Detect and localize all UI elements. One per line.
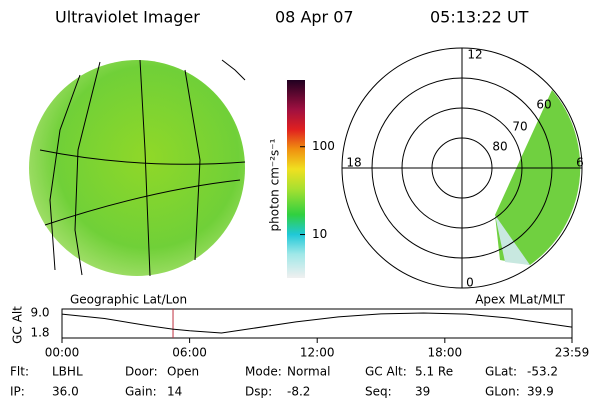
mlt-label: 0 [466, 276, 474, 290]
colorbar-tick-label: 10 [312, 227, 327, 241]
colorbar-label: photon cm⁻²s⁻¹ [268, 138, 282, 231]
field-label: Gain: [125, 385, 157, 399]
mlt-label: 6 [576, 156, 584, 170]
x-tick-label: 00:00 [45, 346, 80, 360]
field-label: Mode: [245, 365, 282, 379]
lat-label: 60 [536, 98, 551, 112]
field-value: Normal [287, 365, 330, 379]
left-caption: Geographic Lat/Lon [70, 293, 187, 307]
x-tick-label: 18:00 [428, 346, 463, 360]
field-value: -8.2 [287, 385, 310, 399]
field-label: Dsp: [245, 385, 272, 399]
lat-label: 70 [512, 120, 527, 134]
right-caption: Apex MLat/MLT [475, 293, 565, 307]
field-label: GLon: [485, 385, 520, 399]
alt-plot-frame [61, 308, 573, 339]
field-value: Open [167, 365, 199, 379]
globe [29, 59, 246, 277]
field-label: Flt: [10, 365, 29, 379]
field-value: -53.2 [527, 365, 558, 379]
field-label: GC Alt: [365, 365, 407, 379]
time: 05:13:22 UT [430, 8, 529, 27]
y-tick-label: 9.0 [30, 306, 49, 320]
field-label: IP: [10, 385, 25, 399]
field-value: 5.1 Re [415, 365, 453, 379]
y-axis-label: GC Alt [11, 306, 25, 344]
field-label: Door: [125, 365, 158, 379]
field-value: 39.9 [527, 385, 554, 399]
colorbar-tick-label: 100 [312, 139, 335, 153]
lat-label: 80 [492, 140, 507, 154]
title: Ultraviolet Imager [55, 8, 200, 27]
field-label: Seq: [365, 385, 392, 399]
colorbar [287, 80, 305, 278]
x-tick-label: 12:00 [300, 346, 335, 360]
y-tick-label: 1.8 [30, 326, 49, 340]
field-value: 14 [167, 385, 182, 399]
date: 08 Apr 07 [275, 8, 354, 27]
field-value: 39 [415, 385, 430, 399]
polar-plot [341, 47, 583, 289]
field-value: 36.0 [52, 385, 79, 399]
field-value: LBHL [52, 365, 83, 379]
mlt-label: 12 [467, 48, 482, 62]
field-label: GLat: [485, 365, 517, 379]
mlt-label: 18 [346, 156, 361, 170]
x-tick-label: 23:59 [555, 346, 590, 360]
alt-line [61, 312, 573, 334]
x-tick-label: 06:00 [172, 346, 207, 360]
